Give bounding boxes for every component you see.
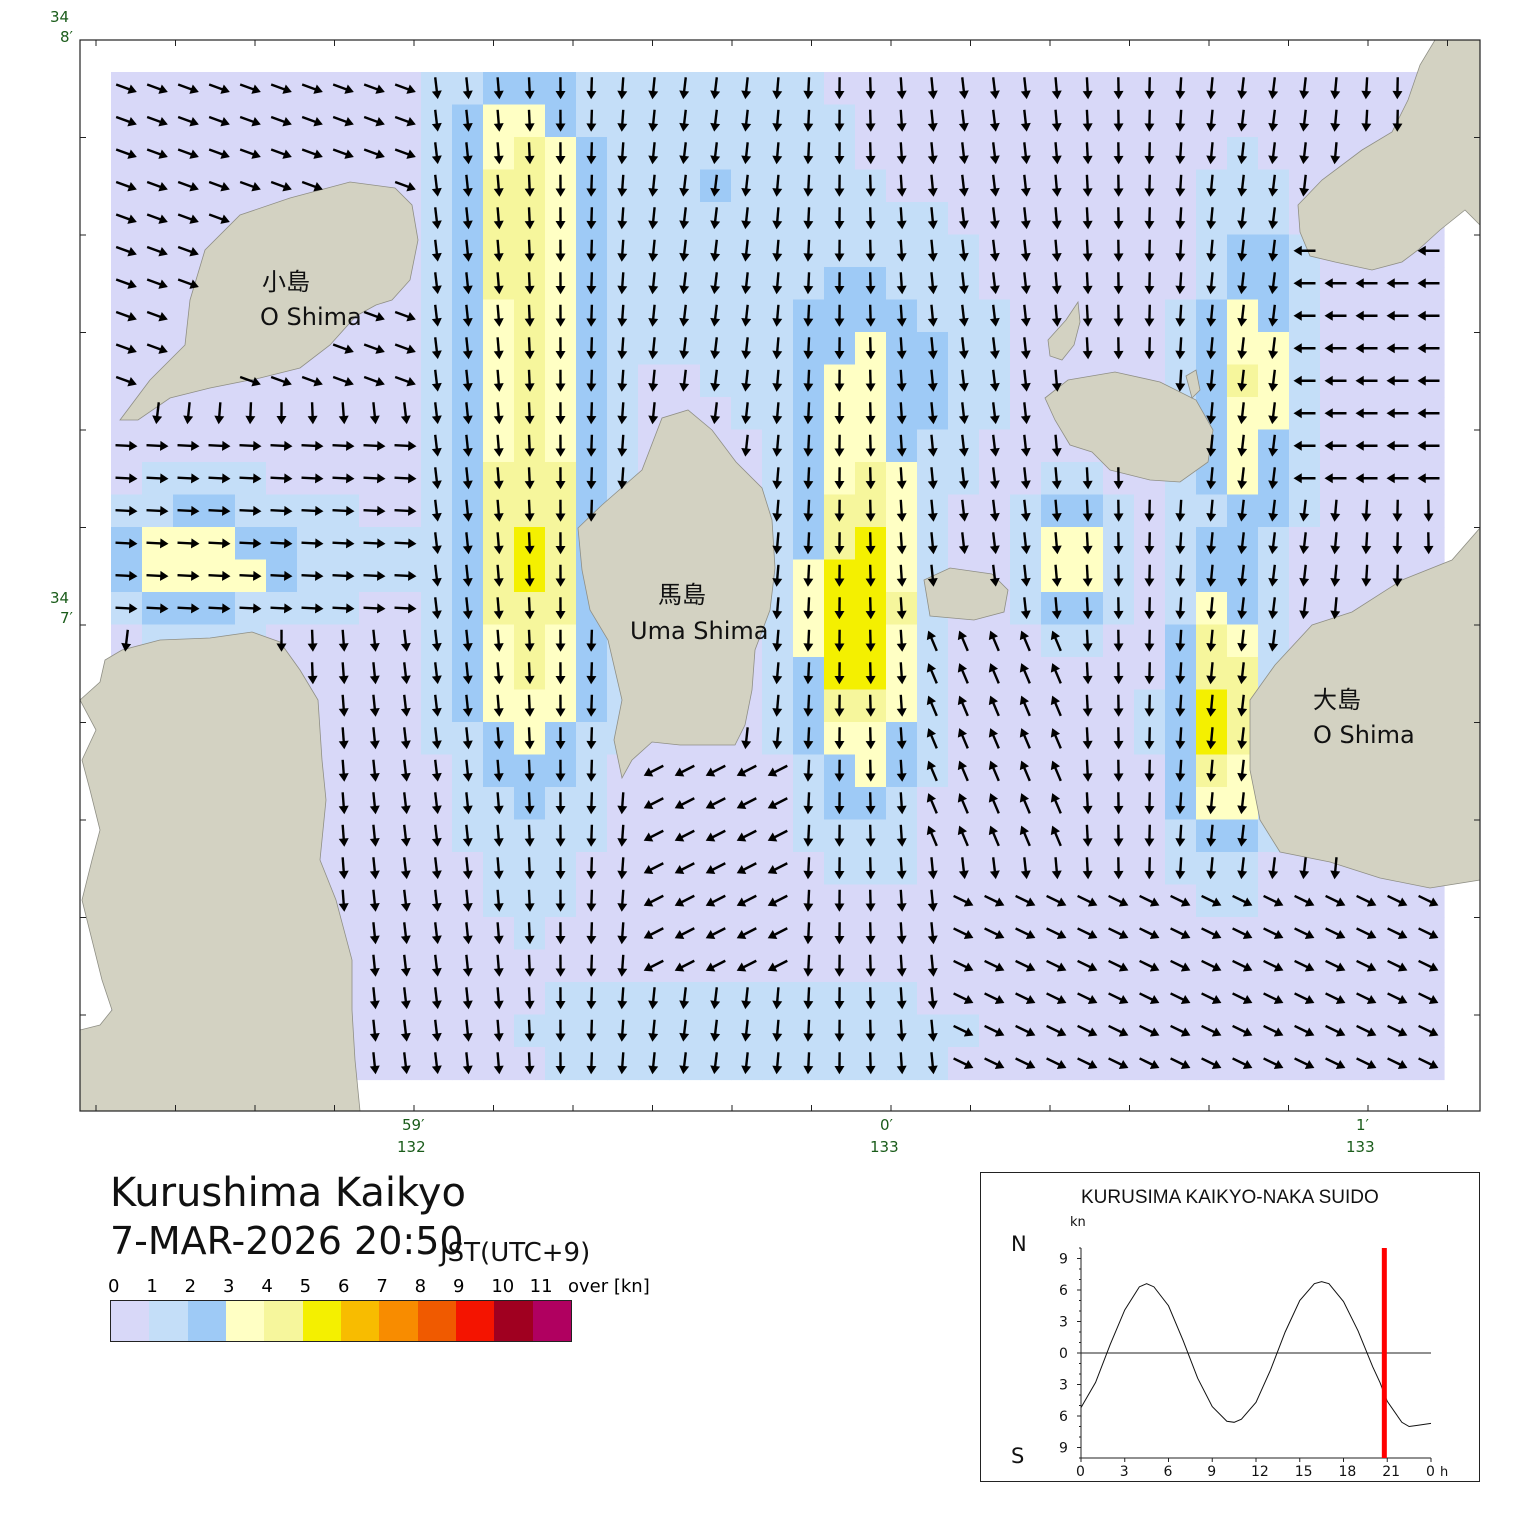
tide-chart-svg: KURUSIMA KAIKYO-NAKA SUIDO kn N S 9 6 3 0 3 6… bbox=[1011, 1187, 1448, 1480]
current-map: 34 8′ 34 7′ 59′ 132 0′ 133 1′ 133 小島 O S… bbox=[50, 8, 1481, 1156]
place-name-jp: 大島 bbox=[1313, 686, 1361, 714]
title-block: Kurushima Kaikyo 7-MAR-2026 20:50 JST(UT… bbox=[110, 1168, 590, 1268]
y-tick-label: 3 bbox=[1059, 1315, 1068, 1331]
speed-legend: 0 1 2 3 4 5 6 7 8 9 10 11 over [kn] bbox=[108, 1276, 670, 1342]
y-tick-label: 0 bbox=[1059, 1346, 1068, 1362]
legend-label: 3 bbox=[223, 1276, 235, 1297]
x-tick-label: 0 bbox=[1426, 1464, 1435, 1480]
legend-swatch bbox=[302, 1301, 341, 1341]
x-tick-label: 9 bbox=[1207, 1464, 1216, 1480]
lon-min-label: 59′ bbox=[402, 1116, 425, 1134]
legend-label: 6 bbox=[338, 1276, 350, 1297]
legend-swatch bbox=[264, 1301, 303, 1341]
x-unit-label: h bbox=[1440, 1465, 1448, 1480]
south-label: S bbox=[1011, 1444, 1024, 1468]
legend-swatch bbox=[455, 1301, 495, 1341]
land-area bbox=[119, 181, 419, 421]
legend-label: 7 bbox=[376, 1276, 388, 1297]
lat-deg-label: 34 bbox=[50, 8, 69, 26]
lon-min-label: 1′ bbox=[1356, 1116, 1370, 1134]
lat-min-label: 7′ bbox=[60, 609, 74, 627]
legend-label: 2 bbox=[184, 1276, 197, 1297]
x-tick-label: 12 bbox=[1251, 1464, 1269, 1480]
map-title: Kurushima Kaikyo bbox=[110, 1170, 466, 1216]
y-tick-label: 6 bbox=[1059, 1283, 1068, 1299]
datetime: 7-MAR-2026 20:50 JST(UTC+9) bbox=[110, 1218, 590, 1268]
legend-swatch bbox=[494, 1301, 533, 1341]
legend-swatch bbox=[149, 1301, 188, 1341]
legend-label: 10 bbox=[491, 1276, 515, 1297]
lon-deg-label: 132 bbox=[397, 1138, 426, 1156]
legend-label: 8 bbox=[414, 1276, 427, 1297]
lon-deg-label: 133 bbox=[870, 1138, 899, 1156]
legend-swatch bbox=[187, 1301, 226, 1341]
land-area bbox=[923, 567, 1009, 621]
legend-swatch bbox=[417, 1301, 456, 1341]
legend-swatch bbox=[532, 1301, 571, 1341]
y-tick-label: 9 bbox=[1059, 1252, 1068, 1268]
y-tick-label: 3 bbox=[1059, 1378, 1068, 1394]
legend-swatch bbox=[225, 1301, 265, 1341]
legend-label: 1 bbox=[146, 1276, 158, 1297]
legend-label: 5 bbox=[299, 1276, 312, 1297]
lon-min-label: 0′ bbox=[880, 1116, 894, 1134]
place-name-en: O Shima bbox=[260, 303, 362, 331]
lat-deg-label: 34 bbox=[50, 589, 69, 607]
legend-label: 4 bbox=[261, 1276, 273, 1297]
land-areas bbox=[79, 39, 1481, 1112]
place-name-jp: 小島 bbox=[262, 268, 310, 296]
y-tick-label: 6 bbox=[1059, 1409, 1068, 1425]
place-name-jp: 馬島 bbox=[658, 581, 706, 609]
series-line bbox=[1080, 1281, 1432, 1428]
land-area bbox=[79, 631, 361, 1112]
land-area bbox=[1047, 300, 1081, 361]
legend-swatch bbox=[340, 1301, 380, 1341]
x-tick-label: 18 bbox=[1339, 1464, 1357, 1480]
lon-deg-label: 133 bbox=[1346, 1138, 1375, 1156]
x-tick-label: 15 bbox=[1295, 1464, 1313, 1480]
tide-current-chart: KURUSIMA KAIKYO-NAKA SUIDO kn N S 9 6 3 0 3 6… bbox=[980, 1172, 1480, 1482]
y-tick-label: 9 bbox=[1059, 1441, 1068, 1457]
legend-label: 9 bbox=[453, 1276, 465, 1297]
north-label: N bbox=[1011, 1232, 1027, 1256]
timezone-label: JST(UTC+9) bbox=[440, 1238, 591, 1268]
legend-swatch bbox=[111, 1301, 150, 1341]
legend-label: 11 bbox=[529, 1276, 553, 1297]
legend-label: 0 bbox=[108, 1276, 120, 1297]
chart-title: KURUSIMA KAIKYO-NAKA SUIDO bbox=[1081, 1187, 1379, 1208]
land-area bbox=[1044, 371, 1214, 483]
x-tick-label: 6 bbox=[1164, 1464, 1173, 1480]
land-area bbox=[577, 409, 776, 780]
place-name-en: Uma Shima bbox=[630, 617, 768, 645]
lat-min-label: 8′ bbox=[60, 28, 74, 46]
x-tick-label: 3 bbox=[1120, 1464, 1129, 1480]
legend-color-bar bbox=[110, 1300, 572, 1342]
x-tick-label: 0 bbox=[1076, 1464, 1085, 1480]
legend-swatch bbox=[379, 1301, 418, 1341]
legend-labels: 0 1 2 3 4 5 6 7 8 9 10 11 over [kn] bbox=[108, 1276, 670, 1300]
legend-label: over [kn] bbox=[568, 1276, 650, 1297]
y-unit-label: kn bbox=[1070, 1215, 1086, 1230]
place-name-en: O Shima bbox=[1313, 721, 1415, 749]
datetime-value: 7-MAR-2026 20:50 bbox=[110, 1219, 464, 1263]
x-tick-label: 21 bbox=[1382, 1464, 1400, 1480]
